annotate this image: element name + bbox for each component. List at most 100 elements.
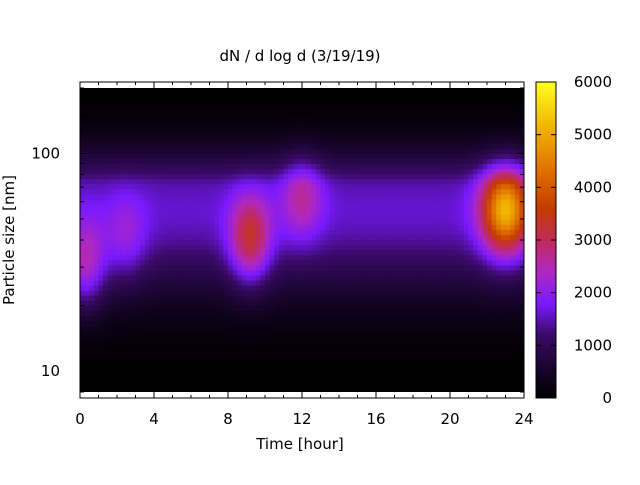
heatmap-cell: [329, 356, 335, 363]
heatmap-cell: [251, 341, 257, 347]
heatmap-cell: [329, 184, 335, 190]
heatmap-cell: [440, 108, 446, 114]
heatmap-cell: [408, 138, 414, 145]
heatmap-cell: [436, 321, 442, 327]
heatmap-cell: [241, 118, 248, 125]
heatmap-cell: [232, 280, 238, 287]
heatmap-cell: [223, 219, 229, 226]
heatmap-cell: [380, 93, 386, 99]
heatmap-cell: [436, 250, 442, 256]
heatmap-cell: [348, 381, 354, 388]
heatmap-cell: [394, 300, 400, 307]
heatmap-cell: [149, 255, 155, 261]
heatmap-cell: [269, 331, 275, 337]
heatmap-cell: [399, 123, 405, 130]
heatmap-cell: [214, 371, 220, 378]
heatmap-cell: [269, 133, 275, 140]
heatmap-cell: [237, 204, 243, 211]
heatmap-cell: [126, 108, 132, 114]
heatmap-cell: [228, 148, 234, 155]
heatmap-cell: [399, 305, 405, 312]
heatmap-cell: [278, 108, 285, 114]
heatmap-cell: [274, 164, 280, 170]
heatmap-cell: [413, 245, 419, 251]
heatmap-cell: [288, 103, 294, 109]
heatmap-cell: [399, 148, 405, 155]
heatmap-cell: [445, 240, 451, 246]
heatmap-cell: [93, 356, 100, 363]
heatmap-cell: [297, 386, 303, 392]
heatmap-cell: [121, 381, 127, 388]
heatmap-cell: [389, 184, 396, 190]
heatmap-cell: [343, 103, 349, 109]
heatmap-cell: [172, 93, 178, 99]
heatmap-cell: [172, 371, 178, 378]
heatmap-cell: [278, 204, 285, 211]
heatmap-cell: [140, 361, 146, 368]
heatmap-cell: [237, 280, 243, 287]
heatmap-cell: [144, 209, 150, 216]
heatmap-cell: [126, 209, 132, 216]
heatmap-cell: [98, 255, 104, 261]
heatmap-cell: [362, 93, 368, 99]
heatmap-cell: [149, 326, 155, 332]
heatmap-cell: [84, 245, 90, 251]
heatmap-cell: [154, 376, 160, 383]
heatmap-cell: [408, 118, 414, 125]
heatmap-cell: [343, 214, 349, 221]
heatmap-cell: [149, 153, 155, 160]
heatmap-cell: [269, 199, 275, 206]
heatmap-cell: [408, 113, 414, 119]
heatmap-cell: [241, 346, 248, 353]
heatmap-cell: [181, 285, 187, 292]
heatmap-cell: [209, 321, 215, 327]
heatmap-cell: [84, 209, 90, 216]
heatmap-cell: [186, 98, 192, 104]
heatmap-cell: [80, 265, 86, 271]
heatmap-cell: [265, 245, 271, 251]
heatmap-cell: [325, 326, 331, 332]
heatmap-cell: [89, 219, 95, 226]
heatmap-cell: [241, 184, 248, 190]
heatmap-cell: [431, 103, 437, 109]
heatmap-cell: [218, 219, 224, 226]
heatmap-cell: [422, 123, 428, 130]
heatmap-cell: [274, 300, 280, 307]
heatmap-cell: [352, 153, 359, 160]
heatmap-cell: [413, 179, 419, 185]
heatmap-cell: [158, 184, 164, 190]
heatmap-cell: [297, 148, 303, 155]
heatmap-cell: [214, 128, 220, 135]
heatmap-cell: [352, 164, 359, 170]
heatmap-cell: [204, 305, 211, 312]
heatmap-cell: [103, 148, 109, 155]
heatmap-cell: [232, 361, 238, 368]
heatmap-cell: [98, 204, 104, 211]
heatmap-cell: [93, 245, 100, 251]
heatmap-cell: [422, 214, 428, 221]
heatmap-cell: [144, 381, 150, 388]
heatmap-cell: [292, 93, 298, 99]
heatmap-cell: [329, 174, 335, 180]
heatmap-cell: [417, 270, 423, 277]
heatmap-cell: [89, 240, 95, 246]
heatmap-cell: [339, 204, 345, 211]
heatmap-cell: [339, 316, 345, 322]
heatmap-cell: [348, 189, 354, 195]
heatmap-cell: [445, 255, 451, 261]
heatmap-cell: [117, 240, 123, 246]
heatmap-cell: [163, 189, 169, 195]
heatmap-cell: [126, 118, 132, 125]
heatmap-cell: [251, 118, 257, 125]
heatmap-cell: [320, 199, 326, 206]
heatmap-cell: [413, 371, 419, 378]
heatmap-cell: [80, 93, 86, 99]
heatmap-cell: [167, 88, 174, 94]
heatmap-cell: [117, 295, 123, 302]
heatmap-cell: [172, 361, 178, 368]
heatmap-cell: [292, 153, 298, 160]
heatmap-cell: [306, 366, 312, 373]
heatmap-cell: [265, 138, 271, 145]
heatmap-cell: [288, 346, 294, 353]
heatmap-cell: [89, 310, 95, 317]
